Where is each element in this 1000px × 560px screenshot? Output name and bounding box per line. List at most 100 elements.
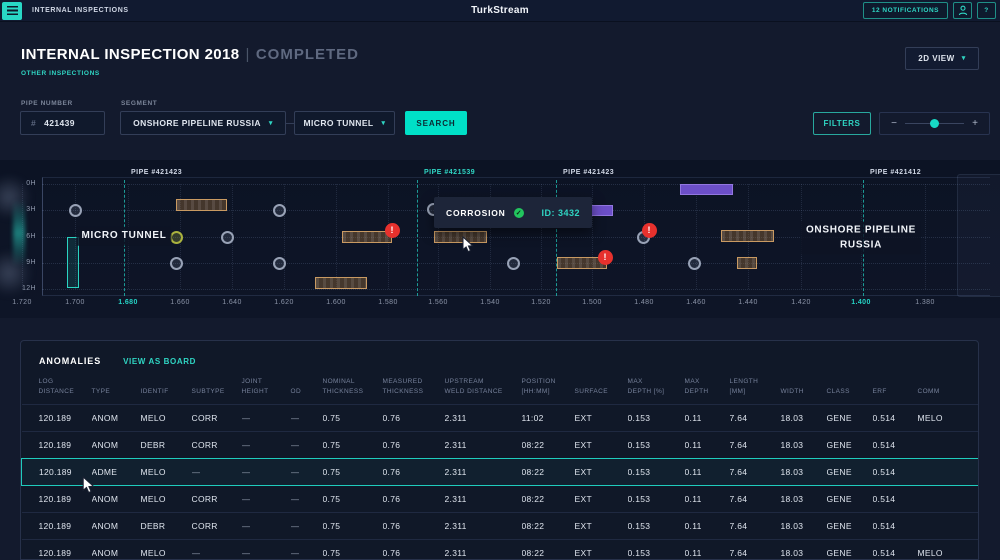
gridline-vertical [22, 184, 23, 289]
table-cell: — [241, 430, 291, 458]
x-axis-tick-label: 1.560 [428, 299, 448, 306]
table-row[interactable]: 120.189 ANOM DEBR CORR — —0.75 0.76 2.311 08:22 E… [21, 430, 978, 458]
table-cell: MELO [140, 484, 192, 512]
anomaly-marker-tan[interactable] [737, 257, 757, 269]
table-cell [917, 457, 978, 486]
subsegment-dropdown[interactable]: MICRO TUNNEL ▾ [294, 111, 395, 135]
chart-plot: 0H 3H 6H 9H 12H 1.720 1.700 1.680 1.660 1.640 1.62… [0, 160, 1000, 318]
alert-badge[interactable]: ! [597, 249, 613, 265]
notifications-button[interactable]: 12 NOTIFICATIONS [862, 2, 948, 19]
table-cell: 120.189 [21, 511, 92, 539]
table-cell: CORR [191, 511, 242, 539]
hash-prefix: # [31, 118, 37, 128]
table-cell: ANOM [91, 403, 141, 431]
table-cell: 18.03 [780, 484, 827, 512]
table-cell: 120.189 [21, 457, 92, 486]
column-header: OD [290, 387, 302, 395]
view-mode-dropdown[interactable]: 2D VIEW ▾ [905, 47, 979, 70]
table-cell: 0.11 [684, 457, 730, 486]
table-cell: — [241, 457, 291, 486]
user-profile-button[interactable] [953, 2, 972, 19]
table-cell: — [191, 457, 242, 486]
table-row[interactable]: 120.189 ANOM DEBR CORR — —0.75 0.76 2.311 08:22 E… [21, 511, 978, 539]
hamburger-menu-button[interactable] [2, 1, 22, 20]
table-row[interactable]: 120.189 ADME MELO — — —0.75 0.76 2.311 08:22 EXT 0… [21, 457, 978, 486]
x-axis-tick-label: 1.400 [851, 299, 871, 306]
help-button[interactable]: ? [977, 2, 996, 19]
chevron-down-icon: ▾ [961, 55, 966, 62]
table-cell: EXT [574, 403, 628, 431]
anomaly-marker-tan[interactable] [315, 277, 367, 289]
x-axis-tick-label: 1.660 [170, 299, 190, 306]
column-header: LOG DISTANCE [38, 378, 75, 395]
x-axis-tick-label: 1.620 [274, 299, 294, 306]
table-cell: 0.514 [872, 430, 918, 458]
mouse-cursor-icon [82, 476, 95, 494]
feature-circle-gray[interactable] [687, 256, 701, 270]
segment-dropdown[interactable]: ONSHORE PIPELINE RUSSIA ▾ [120, 111, 286, 135]
anomaly-tooltip: CORROSION ✓ ID: 3432 [434, 197, 592, 228]
table-cell: CORR [191, 430, 242, 458]
table-row[interactable]: 120.189 ANOM MELO CORR — —0.75 0.76 2.311 08:22 E… [21, 484, 978, 512]
feature-circle-gray[interactable] [220, 230, 234, 244]
table-cell: MELO [140, 457, 192, 486]
alert-badge[interactable]: ! [641, 222, 657, 238]
table-cell: 11:02 [521, 403, 575, 431]
zoom-out-button[interactable]: − [891, 118, 897, 129]
x-axis-tick-label: 1.480 [634, 299, 654, 306]
column-header: MAX DEPTH [%] [627, 378, 665, 395]
gridline-vertical [541, 184, 542, 289]
column-header: POSITION [HH:MM] [521, 378, 556, 395]
table-cell: 0.76 [382, 538, 445, 559]
x-axis-tick-label: 1.640 [222, 299, 242, 306]
filters-button[interactable]: FILTERS [813, 112, 871, 135]
anomaly-marker-tan[interactable] [434, 231, 487, 243]
feature-circle-gray[interactable] [272, 256, 286, 270]
view-as-board-link[interactable]: VIEW AS BOARD [123, 356, 196, 366]
table-cell: 120.189 [21, 403, 92, 431]
anomaly-marker-tan[interactable] [721, 230, 774, 242]
anomaly-marker-tan[interactable] [176, 199, 227, 211]
table-cell: 0.11 [684, 430, 730, 458]
table-cell: 0.75 [322, 538, 383, 559]
table-cell: ANOM [91, 484, 141, 512]
anomaly-marker-purple[interactable] [680, 184, 733, 195]
feature-circle-gray[interactable] [506, 256, 520, 270]
y-axis-tick-label: 12H [21, 285, 36, 292]
view-mode-value: 2D VIEW [918, 54, 955, 63]
pipe-boundary-line [556, 180, 557, 296]
other-inspections-link[interactable]: OTHER INSPECTIONS [21, 70, 100, 77]
table-cell: ADME [91, 457, 141, 486]
table-cell: 0.153 [627, 403, 685, 431]
anomaly-marker-tan[interactable] [342, 231, 392, 243]
chart-end-panel [957, 174, 1000, 297]
table-cell: 0.11 [684, 403, 730, 431]
alert-badge[interactable]: ! [384, 222, 400, 238]
zoom-slider-track[interactable] [905, 119, 964, 128]
anomaly-marker-tan[interactable] [557, 257, 607, 269]
zoom-in-button[interactable]: + [972, 118, 978, 129]
column-header: UPSTREAM WELD DISTANCE [444, 378, 503, 395]
table-cell: 18.03 [780, 403, 827, 431]
table-cell: 0.11 [684, 484, 730, 512]
check-icon: ✓ [513, 207, 524, 218]
table-cell: 120.189 [21, 538, 92, 559]
zoom-slider-knob[interactable] [929, 119, 939, 128]
table-row[interactable]: 120.189 ANOM MELO CORR — —0.75 0.76 2.311 11:02 E… [21, 403, 978, 431]
user-icon [958, 5, 967, 16]
anomaly-marker-teal[interactable] [67, 237, 79, 288]
feature-circle-gray[interactable] [68, 203, 82, 217]
feature-circle-gray[interactable] [169, 256, 183, 270]
table-cell: GENE [826, 430, 873, 458]
x-axis-tick-label: 1.680 [118, 299, 138, 306]
search-button[interactable]: SEARCH [405, 111, 467, 135]
table-row[interactable]: 120.189 ANOM MELO — — —0.75 0.76 2.311 08:22 EXT 0… [21, 538, 978, 559]
pipe-number-input[interactable]: # 421439 [20, 111, 105, 135]
tooltip-type: CORROSION [446, 207, 506, 218]
feature-circle-gray[interactable] [272, 203, 286, 217]
table-cell: 0.75 [322, 457, 383, 486]
table-cell: — [290, 484, 323, 512]
table-cell: 0.75 [322, 511, 383, 539]
table-cell: 7.64 [729, 403, 781, 431]
zoom-slider-control: − + [879, 112, 990, 135]
